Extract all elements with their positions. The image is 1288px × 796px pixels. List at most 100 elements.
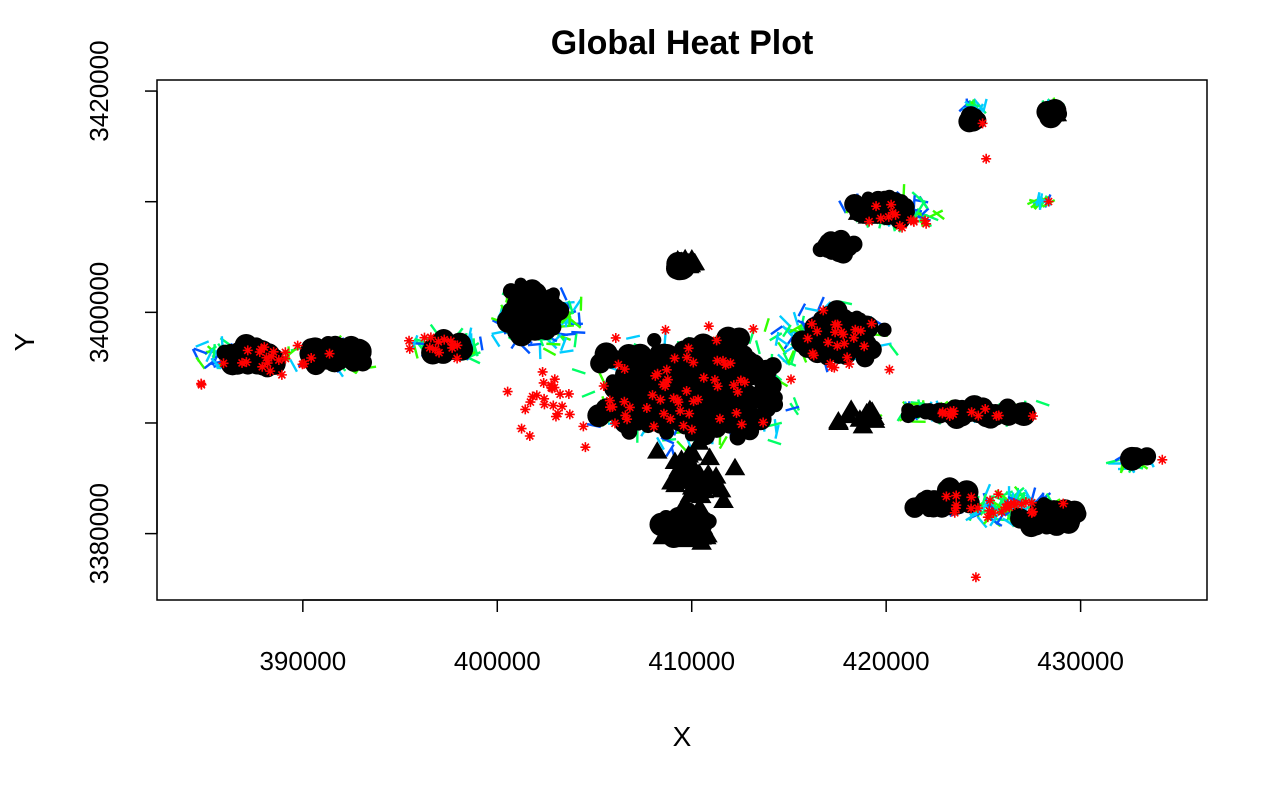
data-point	[452, 353, 463, 364]
data-point	[832, 340, 843, 351]
data-point	[950, 503, 961, 514]
data-point	[259, 342, 270, 353]
data-point	[210, 357, 223, 370]
data-point	[806, 318, 817, 329]
data-point	[785, 405, 800, 412]
data-point	[830, 319, 841, 330]
data-point	[776, 336, 790, 347]
data-point	[828, 411, 849, 429]
data-point	[205, 348, 214, 363]
data-point	[778, 314, 791, 327]
data-point	[678, 420, 689, 431]
data-point	[555, 389, 566, 400]
data-point	[559, 337, 568, 352]
data-point	[929, 209, 944, 218]
data-point	[567, 300, 575, 315]
data-point	[559, 349, 574, 354]
data-point	[445, 336, 456, 347]
data-point	[265, 366, 276, 377]
data-point	[517, 297, 530, 310]
data-point	[674, 248, 696, 267]
data-point	[844, 359, 855, 370]
data-point	[502, 283, 519, 300]
data-point	[883, 211, 894, 222]
data-point	[853, 312, 867, 327]
data-point	[1026, 497, 1037, 508]
data-point	[957, 497, 970, 510]
data-point	[754, 340, 761, 355]
data-point	[261, 352, 272, 363]
data-point	[888, 343, 899, 356]
data-point	[688, 432, 710, 450]
y-axis: 3380000 3400000 3420000	[84, 40, 158, 584]
data-point	[1157, 454, 1168, 465]
data-point	[763, 317, 770, 333]
data-point	[939, 477, 961, 499]
data-point	[292, 340, 303, 351]
data-point	[297, 359, 308, 370]
data-point	[859, 341, 870, 352]
data-point	[675, 405, 686, 416]
data-point	[665, 413, 676, 424]
data-point	[1042, 513, 1058, 529]
data-point	[671, 471, 693, 489]
data-point	[760, 375, 775, 390]
data-point	[598, 381, 609, 392]
data-point	[705, 466, 727, 484]
data-point	[280, 353, 291, 364]
data-point	[916, 199, 927, 213]
data-point	[677, 362, 695, 381]
data-point	[823, 337, 834, 348]
data-point	[439, 334, 450, 345]
data-point	[739, 377, 750, 388]
data-point	[478, 336, 484, 351]
data-point	[1010, 507, 1025, 522]
data-point	[848, 332, 859, 343]
data-point	[665, 443, 675, 457]
data-point	[620, 423, 633, 437]
data-point	[838, 329, 849, 340]
data-point	[681, 385, 692, 396]
data-point	[712, 381, 723, 392]
data-point	[609, 418, 620, 429]
data-point	[897, 222, 908, 233]
data-point	[524, 430, 535, 441]
data-point	[681, 352, 692, 363]
data-point	[944, 410, 955, 421]
data-point	[1131, 449, 1148, 467]
data-point	[882, 189, 897, 204]
data-point	[970, 572, 981, 583]
data-point	[571, 330, 586, 334]
data-point	[324, 348, 335, 359]
data-point	[212, 343, 216, 359]
data-point	[941, 491, 952, 502]
data-point	[897, 197, 911, 211]
data-point	[578, 421, 589, 432]
data-point	[773, 419, 778, 434]
data-point	[605, 402, 615, 413]
x-tick-label: 400000	[454, 646, 541, 676]
data-point	[527, 342, 543, 347]
data-point	[289, 358, 298, 373]
data-point	[669, 353, 680, 364]
data-point	[711, 335, 722, 346]
data-point	[1027, 411, 1038, 422]
data-point	[770, 325, 784, 336]
data-point	[1043, 103, 1065, 122]
data-point	[242, 345, 253, 356]
data-point	[984, 505, 995, 516]
data-point	[1008, 498, 1019, 509]
data-point	[748, 323, 759, 334]
data-point	[886, 199, 897, 210]
data-point	[193, 347, 208, 355]
data-point	[273, 355, 284, 366]
data-point	[353, 352, 372, 372]
data-point	[491, 329, 506, 336]
data-point	[693, 394, 704, 405]
data-point	[673, 495, 695, 514]
data-point	[757, 398, 777, 418]
data-point	[662, 374, 673, 385]
data-point	[424, 342, 435, 353]
data-point	[660, 324, 671, 335]
data-point	[735, 375, 746, 386]
